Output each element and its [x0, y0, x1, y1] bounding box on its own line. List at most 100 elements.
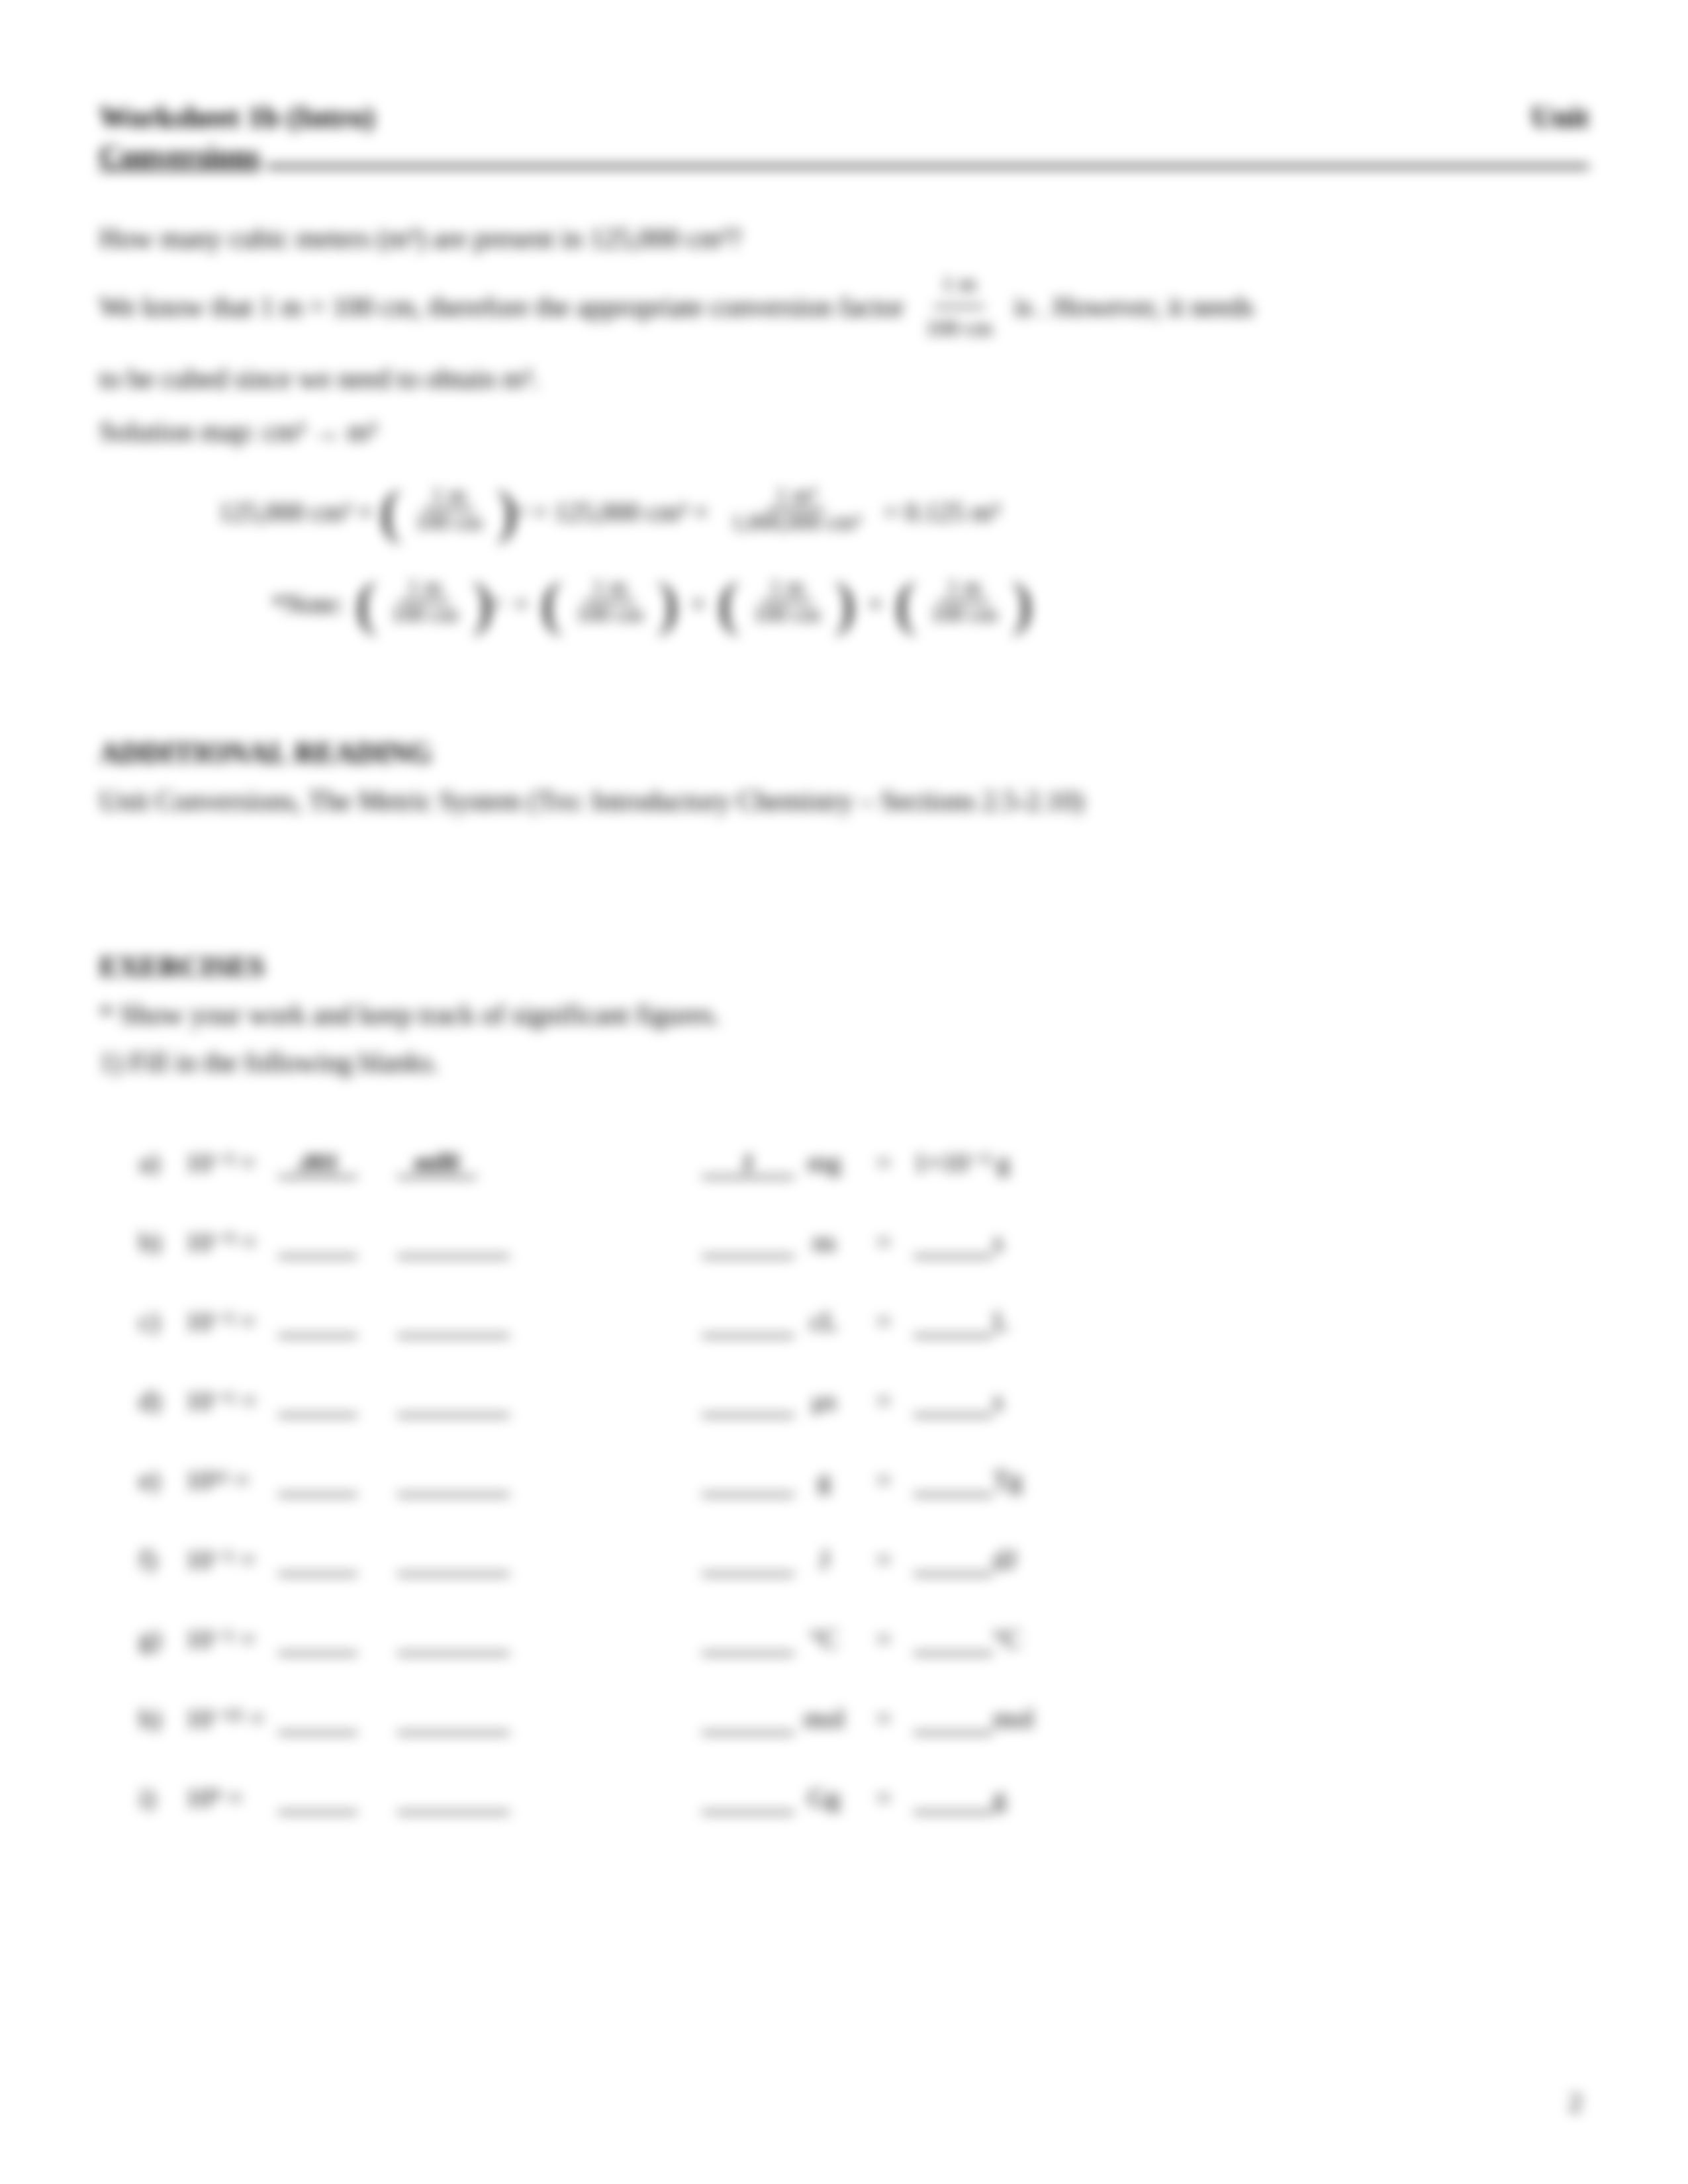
- table-row: e)10¹² = g= Tg: [139, 1416, 1589, 1496]
- row-power: 10¹² =: [185, 1465, 278, 1496]
- subtitle-row: Conversions: [99, 138, 1589, 173]
- rhs[interactable]: °C: [914, 1623, 1059, 1655]
- table-row: h)10⁻¹⁵ = mol= mol: [139, 1655, 1589, 1734]
- problem-question: How many cubic meters (m³) are present i…: [99, 213, 1589, 266]
- equals-sign: =: [854, 1782, 914, 1813]
- rhs[interactable]: Tg: [914, 1465, 1059, 1496]
- rhs[interactable]: L: [914, 1306, 1059, 1337]
- unit-left: ns: [794, 1226, 854, 1257]
- equals-sign: =: [854, 1623, 914, 1655]
- blank-value[interactable]: [278, 1553, 397, 1575]
- table-row: a)10⁻³ =.001milli1mg=1×10⁻³ g: [139, 1099, 1589, 1178]
- blank-value[interactable]: [278, 1791, 397, 1813]
- eq-paren-1: ( 1 m 100 cm ) 3: [381, 486, 524, 538]
- subtitle-underline: [267, 165, 1589, 168]
- blank-qty[interactable]: [649, 1473, 794, 1496]
- equals-sign: =: [854, 1465, 914, 1496]
- exercises-heading: EXERCISES: [99, 950, 1589, 983]
- rhs[interactable]: s: [914, 1385, 1059, 1416]
- unit-left: μs: [794, 1385, 854, 1416]
- blank-qty[interactable]: [649, 1553, 794, 1575]
- equals-sign: =: [854, 1226, 914, 1257]
- table-row: d)10⁻⁶ = μs= s: [139, 1337, 1589, 1416]
- rhs[interactable]: mol: [914, 1703, 1059, 1734]
- page-number: 2: [1569, 2087, 1582, 2118]
- note-row: *Note: ( 1 m100 cm ) 3 = ( 1 m100 cm ) ×…: [271, 578, 1589, 630]
- row-letter: i): [139, 1782, 185, 1813]
- row-letter: a): [139, 1147, 185, 1178]
- blank-qty[interactable]: [649, 1235, 794, 1257]
- blank-value[interactable]: [278, 1235, 397, 1257]
- unit-left: J: [794, 1544, 854, 1575]
- unit-left: cL: [794, 1306, 854, 1337]
- unit-left: Gg: [794, 1782, 854, 1813]
- row-letter: e): [139, 1465, 185, 1496]
- header: Worksheet 1b (Intro) Unit: [99, 99, 1589, 134]
- row-letter: c): [139, 1306, 185, 1337]
- row-power: 10⁻³ =: [185, 1147, 278, 1178]
- problem-line3: to be cubed since we need to obtain m³.: [99, 353, 1589, 406]
- rhs[interactable]: dJ: [914, 1544, 1059, 1575]
- table-row: f)10⁻¹ =J= dJ: [139, 1496, 1589, 1575]
- row-power: 10⁻¹ =: [185, 1623, 278, 1655]
- blank-prefix[interactable]: [397, 1473, 569, 1496]
- blank-prefix[interactable]: [397, 1553, 569, 1575]
- eq-frac-2: 1 m³ 1,000,000 cm³: [723, 483, 868, 535]
- row-letter: h): [139, 1703, 185, 1734]
- header-left: Worksheet 1b (Intro): [99, 99, 375, 134]
- blank-qty[interactable]: [649, 1394, 794, 1416]
- rhs[interactable]: g: [914, 1782, 1059, 1813]
- conversion-fraction: 1 m 100 cm: [917, 263, 1000, 351]
- blank-value[interactable]: [278, 1711, 397, 1734]
- blank-prefix[interactable]: milli: [397, 1148, 569, 1178]
- additional-reading-text: Unit Conversions, The Metric System (Tro…: [99, 786, 1589, 817]
- equation-block: 125,000 cm³ × ( 1 m 100 cm ) 3 = 125,000…: [218, 486, 1589, 538]
- blank-prefix[interactable]: [397, 1791, 569, 1813]
- row-power: 10⁻¹⁵ =: [185, 1703, 278, 1734]
- blank-prefix[interactable]: [397, 1235, 569, 1257]
- row-letter: g): [139, 1623, 185, 1655]
- subtitle: Conversions: [99, 138, 267, 173]
- blank-prefix[interactable]: [397, 1314, 569, 1337]
- row-letter: b): [139, 1226, 185, 1257]
- rhs: 1×10⁻³ g: [914, 1147, 1059, 1178]
- unit-left: °C: [794, 1623, 854, 1655]
- table-row: c)10⁻² =cL= L: [139, 1257, 1589, 1337]
- header-right: Unit: [1531, 99, 1589, 134]
- blank-value[interactable]: [278, 1473, 397, 1496]
- unit-left: mg: [794, 1147, 854, 1178]
- row-power: 10⁻⁹ =: [185, 1226, 278, 1257]
- problem-block: How many cubic meters (m³) are present i…: [99, 213, 1589, 459]
- equals-sign: =: [854, 1703, 914, 1734]
- blank-prefix[interactable]: [397, 1711, 569, 1734]
- unit-left: mol: [794, 1703, 854, 1734]
- blank-prefix[interactable]: [397, 1632, 569, 1655]
- blank-qty[interactable]: [649, 1314, 794, 1337]
- fill-blank-grid: a)10⁻³ =.001milli1mg=1×10⁻³ gb)10⁻⁹ =ns=…: [139, 1099, 1589, 1813]
- table-row: b)10⁻⁹ = ns= s: [139, 1178, 1589, 1257]
- blank-qty[interactable]: [649, 1632, 794, 1655]
- row-letter: d): [139, 1385, 185, 1416]
- table-row: g)10⁻¹ = °C= °C: [139, 1575, 1589, 1655]
- worksheet-page: Worksheet 1b (Intro) Unit Conversions Ho…: [0, 0, 1688, 2184]
- blank-value[interactable]: [278, 1314, 397, 1337]
- equals-sign: =: [854, 1385, 914, 1416]
- exercise-1: 1) Fill in the following blanks.: [99, 1047, 1589, 1079]
- row-power: 10⁻⁶ =: [185, 1385, 278, 1416]
- row-power: 10⁹ =: [185, 1782, 278, 1813]
- unit-left: g: [794, 1465, 854, 1496]
- row-power: 10⁻¹ =: [185, 1544, 278, 1575]
- additional-reading-heading: ADDITIONAL READING: [99, 736, 1589, 770]
- exercises-note: * Show your work and keep track of signi…: [99, 999, 1589, 1031]
- blank-value[interactable]: .001: [278, 1148, 397, 1178]
- blank-qty[interactable]: [649, 1711, 794, 1734]
- rhs[interactable]: s: [914, 1226, 1059, 1257]
- blank-qty[interactable]: 1: [649, 1148, 794, 1178]
- blank-prefix[interactable]: [397, 1394, 569, 1416]
- problem-line2: We know that 1 m = 100 cm, therefore the…: [99, 266, 1589, 353]
- blank-value[interactable]: [278, 1632, 397, 1655]
- blank-qty[interactable]: [649, 1791, 794, 1813]
- equals-sign: =: [854, 1544, 914, 1575]
- blank-value[interactable]: [278, 1394, 397, 1416]
- table-row: i)10⁹ = Gg= g: [139, 1734, 1589, 1813]
